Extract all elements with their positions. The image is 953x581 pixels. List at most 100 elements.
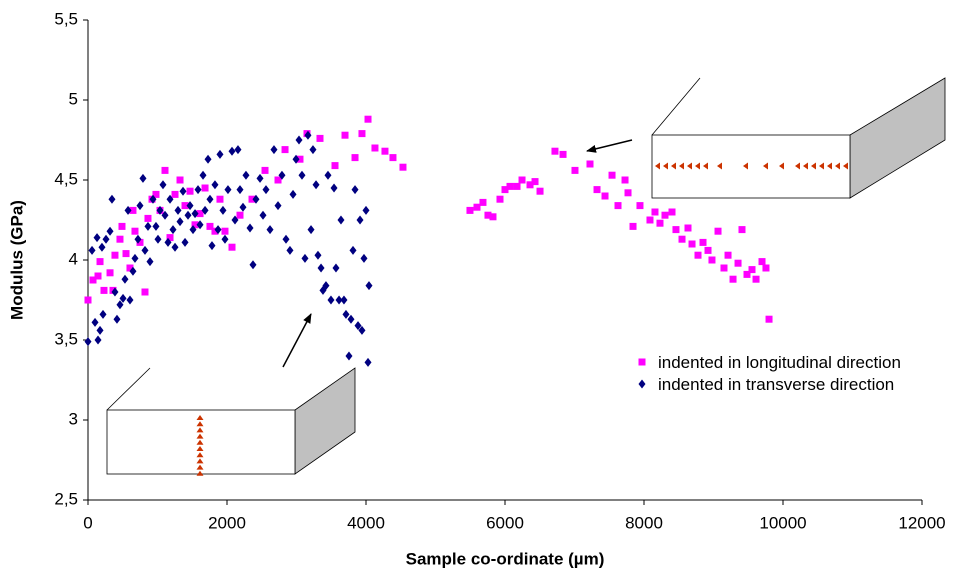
point: [601, 192, 609, 200]
point: [340, 295, 348, 305]
point: [119, 293, 127, 303]
point: [219, 205, 227, 215]
point: [762, 264, 770, 272]
indent-marker: [827, 162, 832, 170]
point: [286, 245, 294, 255]
point: [96, 258, 104, 266]
y-tick-label: 5: [69, 89, 78, 108]
point: [166, 234, 174, 242]
point: [136, 238, 144, 246]
point: [341, 131, 349, 139]
point: [144, 214, 152, 222]
point: [108, 194, 116, 204]
y-tick-label: 3: [69, 409, 78, 428]
point: [629, 222, 637, 230]
point: [161, 210, 169, 220]
indent-marker: [663, 162, 668, 170]
point: [211, 227, 219, 235]
point: [708, 256, 716, 264]
point: [159, 180, 167, 190]
point: [324, 170, 332, 180]
inset-front: [651, 134, 851, 199]
indent-marker: [779, 162, 784, 170]
point: [106, 269, 114, 277]
point: [152, 221, 160, 231]
point: [656, 219, 664, 227]
point: [214, 225, 222, 235]
point: [191, 221, 199, 229]
point: [274, 201, 282, 211]
point: [246, 223, 254, 233]
point: [479, 198, 487, 206]
point: [236, 211, 244, 219]
point: [208, 241, 216, 251]
point: [593, 186, 601, 194]
point: [399, 163, 407, 171]
point: [124, 205, 132, 215]
pointer-arrow: [282, 313, 312, 368]
point: [684, 224, 692, 232]
point: [364, 357, 372, 367]
point: [261, 166, 269, 174]
point: [389, 154, 397, 162]
indent-markers: [655, 162, 848, 170]
point: [636, 202, 644, 210]
indent-marker: [196, 470, 204, 476]
point: [704, 246, 712, 254]
point: [332, 263, 340, 273]
point: [134, 234, 142, 244]
point: [688, 240, 696, 248]
point: [111, 287, 119, 297]
inset-longitudinal: [651, 77, 946, 199]
indent-markers: [196, 415, 204, 476]
point: [204, 154, 212, 164]
point: [518, 176, 526, 184]
point: [126, 264, 134, 272]
point: [152, 190, 160, 198]
point: [136, 201, 144, 211]
point: [714, 227, 722, 235]
point: [239, 202, 247, 212]
legend-swatch: [638, 379, 646, 389]
point: [149, 194, 157, 204]
point: [129, 266, 137, 276]
indent-marker: [717, 162, 722, 170]
point: [176, 176, 184, 184]
point: [171, 242, 179, 252]
point: [278, 170, 286, 180]
point: [748, 266, 756, 274]
axes: 2,5 3 3,5 4 4,5 5 5,5 0 2000 4000 6000 8000 10000 120…: [54, 9, 945, 532]
point: [274, 176, 282, 184]
indent-marker: [843, 162, 848, 170]
point: [242, 170, 250, 180]
point: [473, 203, 481, 211]
point: [216, 195, 224, 203]
inset-edge: [106, 367, 151, 411]
legend-marker: [638, 358, 646, 366]
indent-marker: [763, 162, 768, 170]
point: [111, 251, 119, 259]
point: [139, 173, 147, 183]
point: [513, 182, 521, 190]
point: [211, 180, 219, 190]
points: [84, 115, 773, 367]
point: [186, 187, 194, 195]
point: [116, 300, 124, 310]
point: [196, 220, 204, 230]
point: [501, 186, 509, 194]
point: [116, 235, 124, 243]
point: [129, 206, 137, 214]
point: [266, 225, 274, 235]
x-axis-title: Sample co-ordinate (µm): [406, 549, 605, 568]
point: [724, 251, 732, 259]
point: [98, 242, 106, 252]
point: [362, 205, 370, 215]
point: [327, 295, 335, 305]
point: [154, 234, 162, 244]
point: [131, 227, 139, 235]
point: [221, 227, 229, 235]
point: [144, 221, 152, 231]
point: [312, 180, 320, 190]
legend-swatch: [638, 358, 646, 366]
